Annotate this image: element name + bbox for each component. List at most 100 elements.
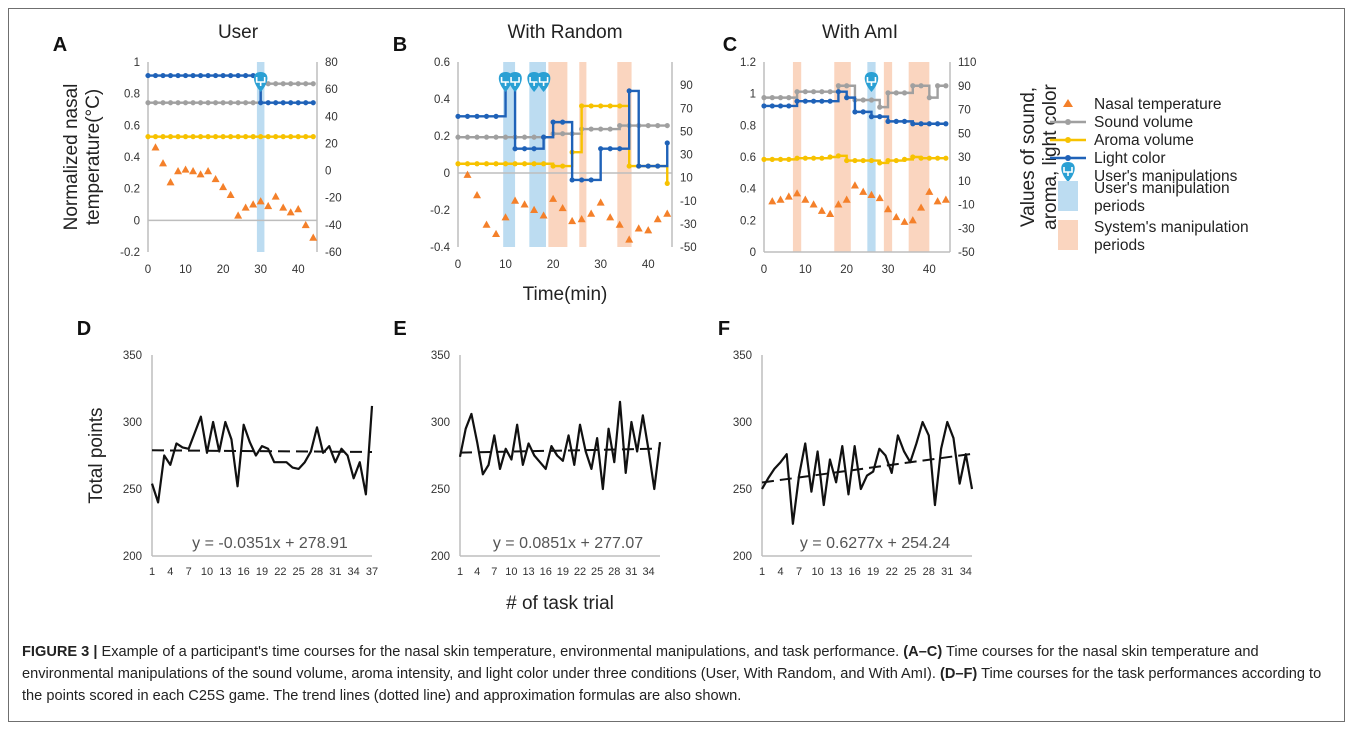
point-aroma-volume-c [893,157,899,164]
y-tick-left-a: 0 [134,215,140,227]
point-light-color-b [455,113,461,119]
x-tick-d: 7 [186,566,192,578]
point-light-color-c [777,103,784,109]
point-sound-volume-a [265,81,271,87]
point-light-color-c [819,98,825,104]
y-tick-right-a: -60 [325,247,342,259]
point-light-color-c [811,98,817,104]
legend-box [1058,220,1078,250]
panel-label-d: D [77,318,91,340]
x-tick-a: 0 [145,264,151,276]
point-sound-volume-a [273,81,279,87]
point-aroma-volume-b [607,103,613,109]
y-tick-right-a: 0 [325,166,331,178]
x-tick-d: 28 [311,566,323,578]
x-tick-e: 22 [574,566,586,578]
point-aroma-volume-c [819,155,825,161]
x-tick-f: 16 [849,566,861,578]
point-light-color-b [626,88,632,94]
panel-title-a: User [218,22,259,43]
legend-marker-nasal [1063,99,1073,107]
figure-caption: FIGURE 3 | Example of a participant's ti… [22,641,1332,707]
point-nasal-temperature-b [634,224,643,232]
x-tick-b: 10 [499,259,512,271]
pin-mark [538,77,549,86]
point-light-color-a [205,72,211,79]
x-axis-label-e: # of task trial [506,593,614,614]
pin-mark [1063,167,1073,176]
point-aroma-volume-c [827,154,833,160]
x-tick-f: 13 [830,566,842,578]
point-aroma-volume-b [550,163,556,169]
point-sound-volume-b [502,134,509,140]
point-aroma-volume-c [835,153,842,159]
point-nasal-temperature-a [271,192,280,200]
x-tick-e: 1 [457,566,463,578]
point-aroma-volume-b [598,103,604,109]
y-tick-right-b: -50 [680,242,697,254]
legend-label: Sound volume [1094,114,1193,131]
trend-equation-f: y = 0.6277x + 254.24 [800,535,950,552]
point-nasal-temperature-c [784,192,793,200]
point-nasal-temperature-c [859,187,868,195]
point-light-color-b [550,119,556,125]
legend-label: Light color [1094,150,1166,167]
x-tick-d: 1 [149,566,155,578]
x-tick-e: 13 [522,566,534,578]
user-manipulation-pin-c-0 [864,72,879,92]
point-light-color-c [802,98,808,104]
point-nasal-temperature-a [204,167,213,175]
point-aroma-volume-c [769,156,775,162]
point-nasal-temperature-b [549,194,558,202]
series-line-light-color-b [458,78,669,182]
y-tick-right-b: -30 [680,219,697,231]
point-nasal-temperature-a [211,174,220,183]
point-light-color-a [228,72,234,79]
y-tick-left-c: 0 [750,247,756,259]
point-nasal-temperature-c [884,205,892,213]
point-light-color-a [197,72,204,79]
point-aroma-volume-c [901,156,908,162]
point-nasal-temperature-c [925,187,934,195]
point-light-color-c [794,98,800,104]
panel-label-a: A [53,34,67,56]
point-aroma-volume-a [213,134,219,140]
point-nasal-temperature-c [908,216,917,224]
point-nasal-temperature-c [867,190,876,198]
point-sound-volume-b [607,126,613,132]
point-aroma-volume-b [560,163,566,169]
point-nasal-temperature-c [941,195,950,203]
x-tick-d: 22 [274,566,286,578]
point-sound-volume-a [145,100,151,106]
point-sound-volume-c [868,97,875,103]
point-aroma-volume-c [918,155,924,161]
point-aroma-volume-a [228,134,234,140]
point-light-color-b [598,146,604,152]
user-manipulation-pin-a-0 [253,72,268,92]
point-nasal-temperature-a [166,178,175,186]
legend-label: Aroma volume [1094,132,1194,149]
point-sound-volume-c [802,89,808,95]
point-nasal-temperature-a [279,203,288,211]
point-nasal-temperature-b [587,209,596,217]
point-sound-volume-a [167,100,174,106]
y-tick-f: 200 [733,551,752,563]
y-tick-right-b: 10 [680,173,693,185]
point-aroma-volume-c [860,157,866,164]
legend-pin [1061,162,1075,182]
point-light-color-a [182,72,189,79]
x-tick-c: 20 [840,264,853,276]
point-light-color-a [190,72,196,79]
y-tick-right-b: 70 [680,103,693,115]
point-nasal-temperature-b [606,213,615,221]
y-axis-label-right-c: Values of sound,aroma, light color [1018,83,1061,229]
y-tick-left-b: 0.2 [434,131,450,143]
y-tick-left-a: 0.8 [124,89,140,101]
x-tick-b: 40 [642,259,655,271]
point-light-color-a [175,72,181,79]
x-tick-d: 13 [219,566,231,578]
y-axis-label-line: Values of sound, [1018,87,1039,227]
trend-equation-d: y = -0.0351x + 278.91 [192,535,348,552]
point-light-color-a [167,72,174,79]
point-nasal-temperature-b [530,205,539,213]
